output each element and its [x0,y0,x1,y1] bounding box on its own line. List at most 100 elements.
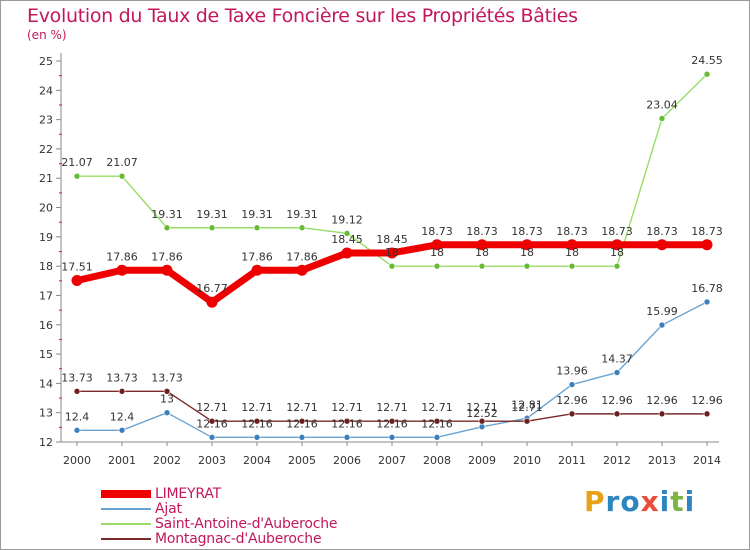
data-label-ajat: 12.16 [421,417,453,430]
y-tick-label: 22 [39,143,53,156]
y-tick-label: 15 [39,348,53,361]
logo-letter: t [670,485,685,518]
data-label-montagnac-d-auberoche: 12.71 [421,401,453,414]
proxiti-logo: Proxiti [584,485,695,518]
data-label-saint-antoine-d-auberoche: 19.31 [196,208,228,221]
logo-letter: P [584,485,606,518]
logo-letter: r [605,485,621,518]
data-point-saint-antoine-d-auberoche [208,224,216,232]
legend-label: Ajat [155,501,182,517]
data-label-montagnac-d-auberoche: 13.73 [151,371,183,384]
x-tick-label: 2002 [153,454,181,467]
x-tick-label: 2007 [378,454,406,467]
x-tick-label: 2004 [243,454,271,467]
legend-label: Montagnac-d'Auberoche [155,531,322,547]
data-label-montagnac-d-auberoche: 13.73 [61,371,93,384]
data-point-limeyrat [431,239,443,251]
data-label-ajat: 15.99 [646,305,678,318]
data-label-limeyrat: 17.86 [151,250,183,263]
data-point-montagnac-d-auberoche [118,387,126,395]
data-label-saint-antoine-d-auberoche: 18 [565,246,579,259]
data-label-saint-antoine-d-auberoche: 18 [385,246,399,259]
data-label-ajat: 12.52 [466,407,498,420]
data-label-ajat: 13 [160,393,174,406]
data-point-saint-antoine-d-auberoche [703,70,711,78]
data-point-saint-antoine-d-auberoche [613,262,621,270]
x-tick-label: 2008 [423,454,451,467]
legend-item: LIMEYRAT [101,486,461,502]
data-point-montagnac-d-auberoche [388,417,396,425]
legend-label: Saint-Antoine-d'Auberoche [155,516,338,532]
data-label-montagnac-d-auberoche: 12.71 [511,401,543,414]
data-label-ajat: 12.16 [331,417,363,430]
data-point-limeyrat [656,239,668,251]
legend-item: Saint-Antoine-d'Auberoche [101,516,461,532]
y-tick-label: 25 [39,55,53,68]
chart-subtitle: (en %) [27,28,67,42]
data-label-saint-antoine-d-auberoche: 18 [430,246,444,259]
data-label-ajat: 12.81 [511,398,543,411]
y-tick-label: 17 [39,289,53,302]
y-tick-label: 14 [39,377,53,390]
data-point-limeyrat [611,239,623,251]
legend-item: Montagnac-d'Auberoche [101,531,461,547]
data-point-ajat [298,434,306,441]
data-label-limeyrat: 18.73 [646,225,678,238]
data-label-limeyrat: 18.73 [511,225,543,238]
data-label-montagnac-d-auberoche: 12.71 [466,401,498,414]
data-label-montagnac-d-auberoche: 13.73 [106,371,138,384]
data-label-saint-antoine-d-auberoche: 24.55 [691,54,723,67]
data-label-montagnac-d-auberoche: 12.96 [691,394,723,407]
data-point-saint-antoine-d-auberoche [658,115,666,122]
data-label-ajat: 12.16 [376,417,408,430]
data-label-limeyrat: 18.45 [376,233,408,246]
data-label-saint-antoine-d-auberoche: 18 [520,246,534,259]
data-label-limeyrat: 17.86 [241,250,273,263]
data-label-ajat: 12.16 [286,417,318,430]
data-label-saint-antoine-d-auberoche: 21.07 [106,156,138,169]
data-label-ajat: 12.4 [65,410,90,423]
line-chart: 12 13 14 15 16 17 18 19 20 21 22 23 24 25 2000 2001 2002… [39,53,723,467]
data-point-ajat [253,434,261,441]
data-label-ajat: 12.16 [196,417,228,430]
data-label-montagnac-d-auberoche: 12.71 [376,401,408,414]
data-label-ajat: 13.96 [556,365,588,378]
x-tick-label: 2005 [288,454,316,467]
data-label-montagnac-d-auberoche: 12.71 [331,401,363,414]
data-point-limeyrat [476,239,488,251]
data-point-montagnac-d-auberoche [478,417,486,425]
x-tick-label: 2003 [198,454,226,467]
data-point-saint-antoine-d-auberoche [73,172,81,180]
data-label-montagnac-d-auberoche: 12.96 [646,394,678,407]
data-label-montagnac-d-auberoche: 12.71 [196,401,228,414]
x-tick-label: 2000 [63,454,91,467]
data-point-ajat [208,434,216,441]
legend-label: LIMEYRAT [155,486,222,502]
logo-letter: o [620,485,641,518]
data-point-montagnac-d-auberoche [658,410,666,418]
data-point-ajat [388,434,396,441]
data-point-ajat [703,298,711,306]
logo-letter: x [640,485,660,518]
logo-letter: i [684,485,696,518]
data-point-ajat [73,426,81,434]
data-point-saint-antoine-d-auberoche [433,262,441,270]
data-label-saint-antoine-d-auberoche: 23.04 [646,98,678,111]
data-label-ajat: 14.37 [601,353,633,366]
data-label-saint-antoine-d-auberoche: 18 [475,246,489,259]
data-label-limeyrat: 18.73 [421,225,453,238]
x-tick-label: 2014 [693,454,721,467]
data-point-saint-antoine-d-auberoche [388,262,396,270]
x-tick-label: 2010 [513,454,541,467]
x-tick-label: 2001 [108,454,136,467]
data-point-limeyrat [296,264,308,276]
data-point-limeyrat [521,239,533,251]
data-label-limeyrat: 18.73 [691,225,723,238]
y-tick-label: 12 [39,436,53,449]
data-label-ajat: 16.78 [691,282,723,295]
legend-swatch [101,523,151,525]
data-point-montagnac-d-auberoche [298,417,306,425]
data-label-montagnac-d-auberoche: 12.71 [286,401,318,414]
data-point-ajat [613,369,621,376]
